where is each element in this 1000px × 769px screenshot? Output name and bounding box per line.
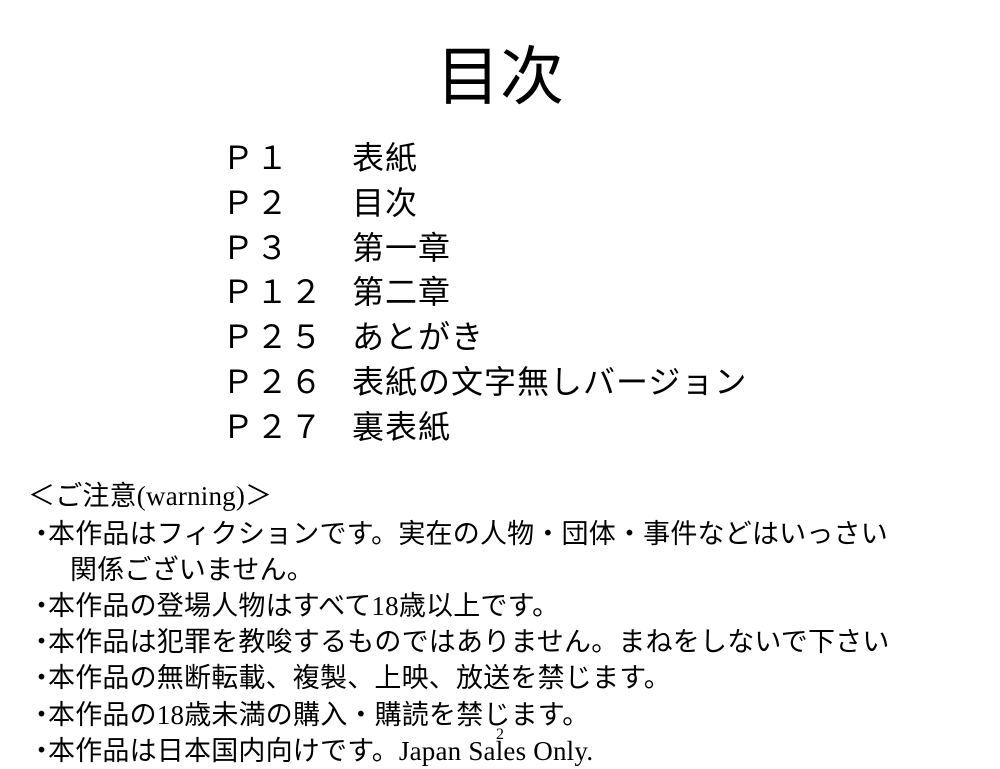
toc-row: Ｐ１ 表紙 — [222, 136, 972, 181]
notice-item: ・ 本作品はフィクションです。実在の人物・団体・事件などはいっさい — [28, 516, 972, 552]
bullet-icon: ・ — [28, 588, 48, 624]
toc-page: Ｐ２５ — [222, 315, 352, 360]
bullet-icon: ・ — [28, 516, 48, 552]
toc-row: Ｐ３ 第一章 — [222, 226, 972, 271]
notice-text: 本作品は犯罪を教唆するものではありません。まねをしないで下さい — [48, 624, 972, 660]
page-title: 目次 — [28, 26, 972, 118]
toc-label: あとがき — [352, 315, 484, 360]
toc-label: 裏表紙 — [352, 405, 451, 450]
toc-row: Ｐ１２ 第二章 — [222, 270, 972, 315]
toc-label: 表紙 — [352, 136, 418, 181]
toc-page: Ｐ２６ — [222, 360, 352, 405]
toc-label: 表紙の文字無しバージョン — [352, 360, 747, 405]
notice-text-cont: 関係ございません。 — [28, 552, 972, 588]
page-number: 2 — [0, 726, 1000, 744]
notice-text: 本作品はフィクションです。実在の人物・団体・事件などはいっさい — [48, 516, 972, 552]
page-root: 目次 Ｐ１ 表紙 Ｐ２ 目次 Ｐ３ 第一章 Ｐ１２ 第二章 Ｐ２５ あとがき Ｐ… — [0, 0, 1000, 750]
toc-row: Ｐ２７ 裏表紙 — [222, 405, 972, 450]
notice-heading: ＜ご注意(warning)＞ — [28, 478, 972, 514]
toc-page: Ｐ１２ — [222, 270, 352, 315]
toc-page: Ｐ２７ — [222, 405, 352, 450]
toc-row: Ｐ２６ 表紙の文字無しバージョン — [222, 360, 972, 405]
toc-page: Ｐ２ — [222, 181, 352, 226]
bullet-icon: ・ — [28, 624, 48, 660]
toc-row: Ｐ２５ あとがき — [222, 315, 972, 360]
bullet-icon: ・ — [28, 660, 48, 696]
toc-page: Ｐ３ — [222, 226, 352, 271]
toc-row: Ｐ２ 目次 — [222, 181, 972, 226]
notice-text: 本作品の無断転載、複製、上映、放送を禁じます。 — [48, 660, 972, 696]
toc-label: 第二章 — [352, 270, 451, 315]
toc-page: Ｐ１ — [222, 136, 352, 181]
toc-label: 第一章 — [352, 226, 451, 271]
toc-label: 目次 — [352, 181, 418, 226]
notice-item: ・ 本作品の無断転載、複製、上映、放送を禁じます。 — [28, 660, 972, 696]
table-of-contents: Ｐ１ 表紙 Ｐ２ 目次 Ｐ３ 第一章 Ｐ１２ 第二章 Ｐ２５ あとがき Ｐ２６ … — [222, 136, 972, 450]
notice-text: 本作品の登場人物はすべて18歳以上です。 — [48, 588, 972, 624]
notice-item: ・ 本作品の登場人物はすべて18歳以上です。 — [28, 588, 972, 624]
notice-item: ・ 本作品は犯罪を教唆するものではありません。まねをしないで下さい — [28, 624, 972, 660]
